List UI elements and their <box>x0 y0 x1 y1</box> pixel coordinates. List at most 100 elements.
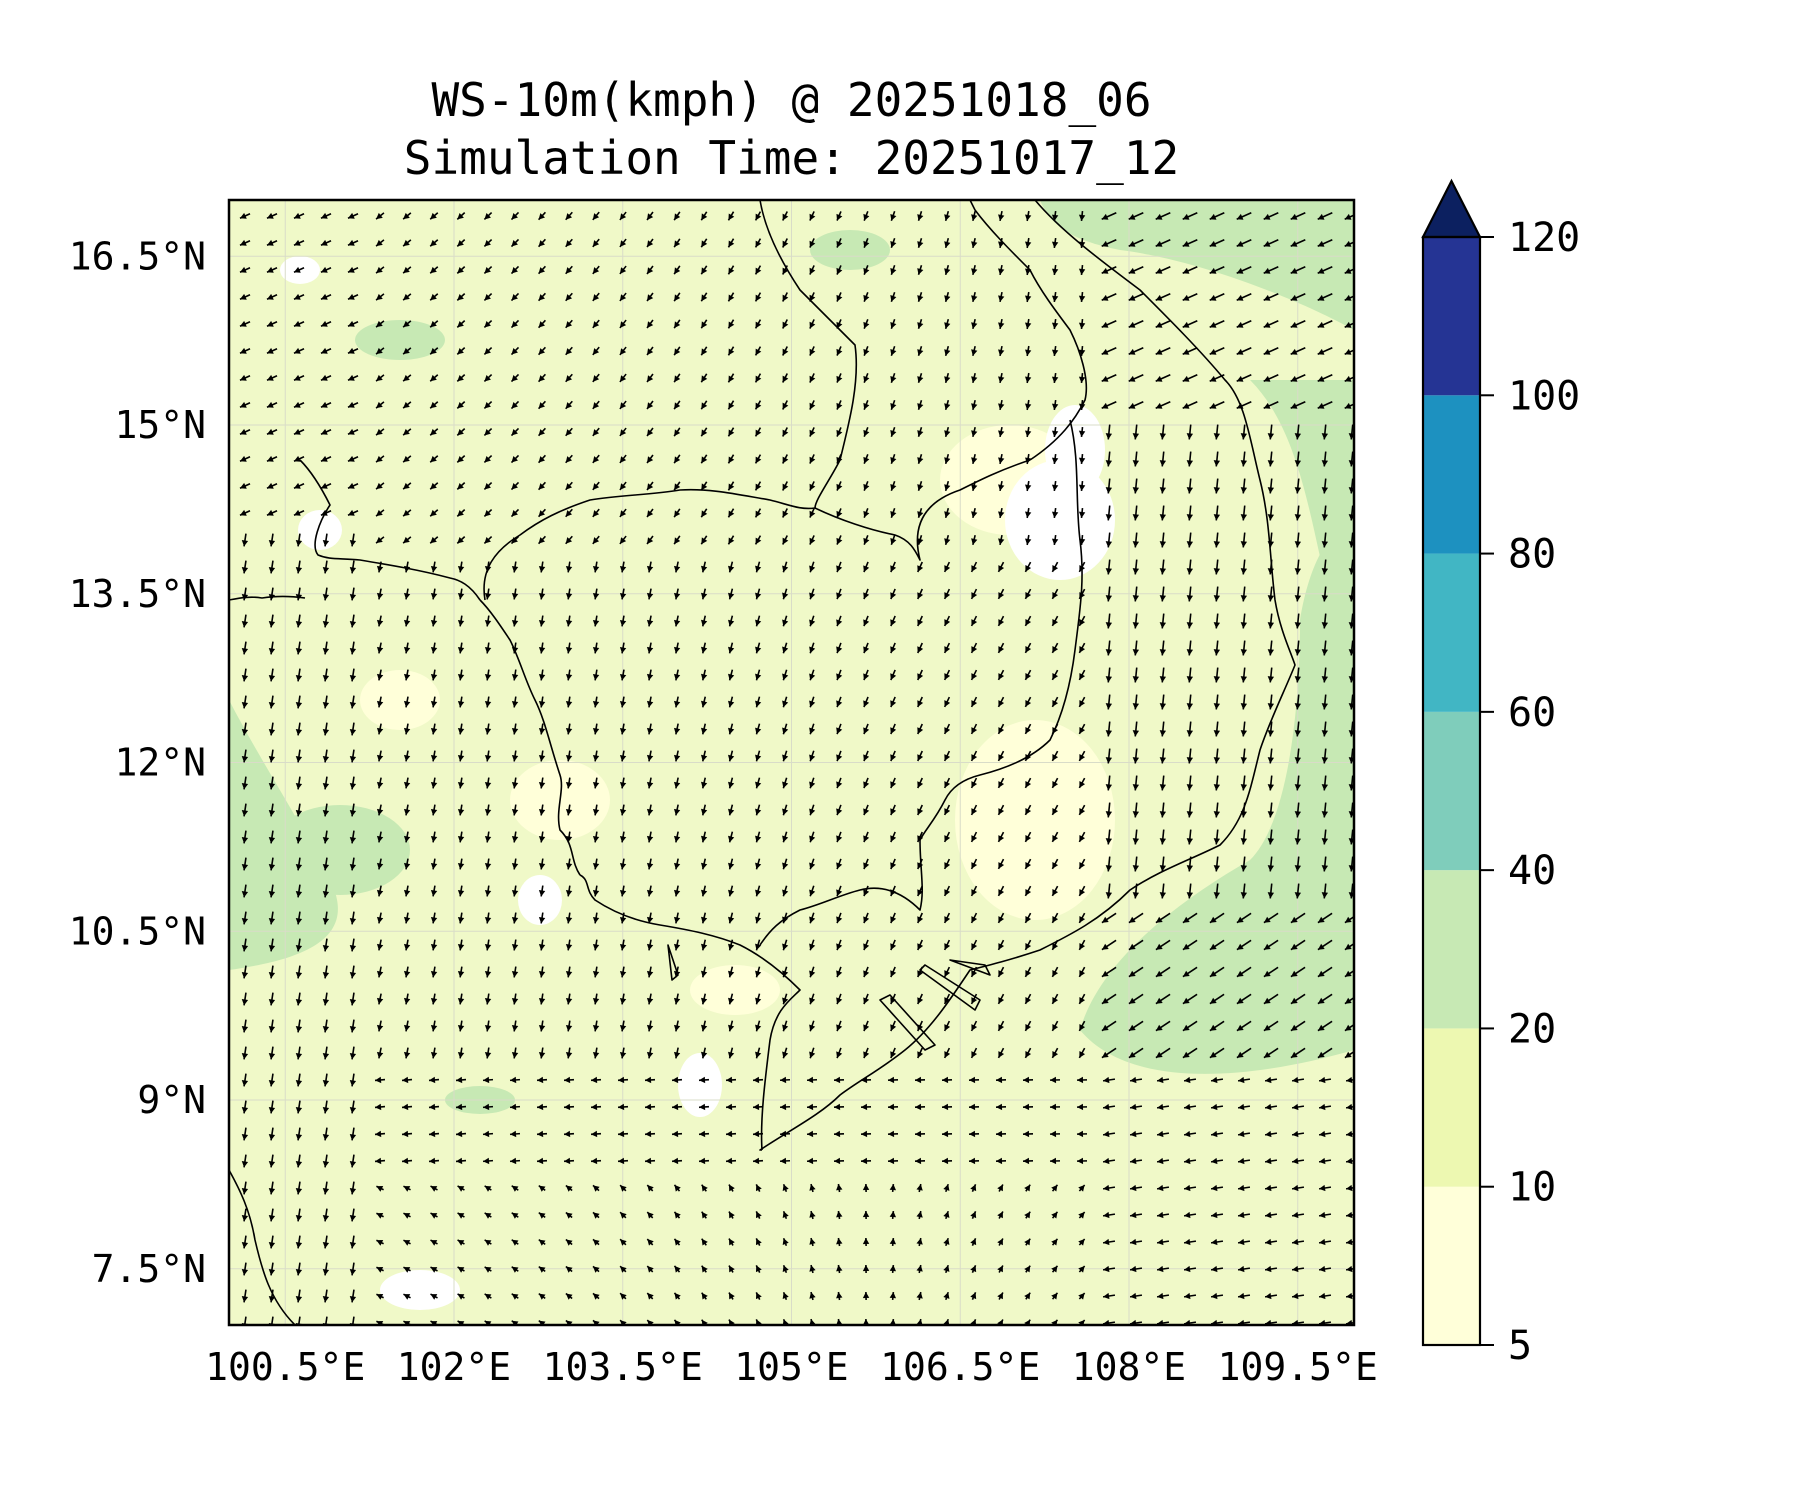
wind-arrow <box>725 1130 737 1138</box>
wind-arrow <box>1078 210 1086 222</box>
wind-arrow <box>457 696 465 708</box>
wind-arrow <box>239 293 251 300</box>
wind-arrow <box>1236 346 1252 356</box>
wind-arrow <box>268 749 276 763</box>
wind-arrow <box>755 804 762 816</box>
wind-arrow <box>809 1318 816 1325</box>
wind-arrow <box>889 1210 897 1220</box>
wind-arrow <box>1051 453 1059 465</box>
wind-arrow <box>863 535 870 545</box>
wind-arrow <box>1024 696 1032 708</box>
wind-arrow <box>754 454 762 464</box>
wind-arrow <box>484 1047 492 1059</box>
wind-arrow <box>565 427 573 437</box>
wind-arrow <box>403 561 411 573</box>
wind-arrow <box>916 642 924 654</box>
wind-arrow <box>646 615 654 627</box>
wind-arrow <box>1051 1238 1059 1246</box>
wind-arrow <box>511 1293 519 1300</box>
wind-arrow <box>646 454 654 464</box>
wind-arrow <box>1267 829 1275 845</box>
wind-arrow <box>565 1265 573 1273</box>
wind-arrow <box>430 1047 438 1059</box>
wind-arrow <box>483 508 493 518</box>
wind-arrow <box>429 374 439 382</box>
wind-arrow <box>971 291 978 303</box>
wind-arrow <box>456 239 466 247</box>
wind-arrow <box>403 1185 411 1192</box>
wind-arrow <box>836 939 843 951</box>
wind-arrow <box>590 1130 602 1138</box>
wind-arrow <box>592 346 600 356</box>
wind-arrow <box>1209 373 1225 383</box>
wind-arrow <box>755 1265 762 1273</box>
wind-arrow <box>1236 265 1252 275</box>
wind-arrow <box>806 1076 818 1084</box>
wind-arrow <box>511 831 519 843</box>
wind-arrow <box>1183 1157 1197 1165</box>
wind-arrow <box>1078 993 1086 1005</box>
wind-arrow <box>646 346 654 356</box>
wind-arrow <box>1240 802 1248 818</box>
wind-arrow <box>943 561 951 573</box>
wind-arrow <box>1294 802 1302 818</box>
wind-arrow <box>1237 1157 1251 1165</box>
wind-arrow <box>971 453 978 465</box>
wind-arrow <box>322 722 330 736</box>
wind-arrow <box>1078 831 1086 843</box>
wind-arrow <box>295 560 303 574</box>
shade-patch <box>1080 520 1354 1074</box>
wind-arrow <box>782 588 789 600</box>
wind-arrow <box>322 803 330 817</box>
wind-arrow <box>511 642 519 654</box>
wind-arrow <box>1210 1211 1224 1219</box>
wind-arrow <box>1344 1050 1354 1059</box>
wind-arrow <box>1025 399 1032 411</box>
wind-arrow <box>511 1047 519 1059</box>
wind-arrow <box>402 455 412 463</box>
colorbar-extend-max <box>1421 178 1482 239</box>
wind-arrow <box>511 885 519 897</box>
wind-arrow <box>457 1239 465 1246</box>
wind-arrow <box>1237 1211 1251 1219</box>
wind-arrow <box>592 993 600 1005</box>
wind-arrow <box>1345 1130 1354 1138</box>
wind-arrow <box>1291 1211 1305 1219</box>
wind-arrow <box>1105 748 1113 764</box>
wind-arrow <box>1102 1292 1116 1300</box>
wind-arrow <box>887 1103 899 1111</box>
wind-arrow <box>375 374 385 382</box>
wind-arrow <box>728 993 735 1005</box>
wind-arrow <box>755 1047 762 1059</box>
wind-arrow <box>619 373 627 383</box>
wind-vector-field <box>239 210 1354 1325</box>
wind-arrow <box>430 912 438 924</box>
wind-arrow <box>295 587 303 601</box>
wind-arrow <box>782 319 789 329</box>
wind-arrow <box>619 642 627 654</box>
wind-arrow <box>728 939 735 951</box>
wind-arrow <box>916 1020 924 1032</box>
wind-arrow <box>511 696 519 708</box>
wind-arrow <box>1102 1238 1116 1246</box>
wind-arrow <box>592 1184 600 1192</box>
wind-arrow <box>1237 1319 1251 1325</box>
wind-arrow <box>971 372 978 384</box>
wind-arrow <box>457 912 465 924</box>
wind-arrow <box>347 482 359 489</box>
wind-arrow <box>1317 292 1333 302</box>
wind-arrow <box>349 992 357 1006</box>
wind-arrow <box>1101 238 1117 248</box>
wind-arrow <box>1237 1076 1251 1084</box>
wind-arrow <box>1129 1265 1143 1273</box>
wind-arrow <box>755 885 762 897</box>
wind-arrow <box>456 536 466 544</box>
wind-arrow <box>484 1293 492 1300</box>
wind-arrow <box>1263 912 1279 924</box>
wind-arrow <box>728 696 735 708</box>
wind-arrow <box>295 803 303 817</box>
wind-arrow <box>563 1103 575 1111</box>
wind-arrow <box>890 615 897 627</box>
wind-arrow <box>1348 775 1354 791</box>
wind-arrow <box>295 695 303 709</box>
